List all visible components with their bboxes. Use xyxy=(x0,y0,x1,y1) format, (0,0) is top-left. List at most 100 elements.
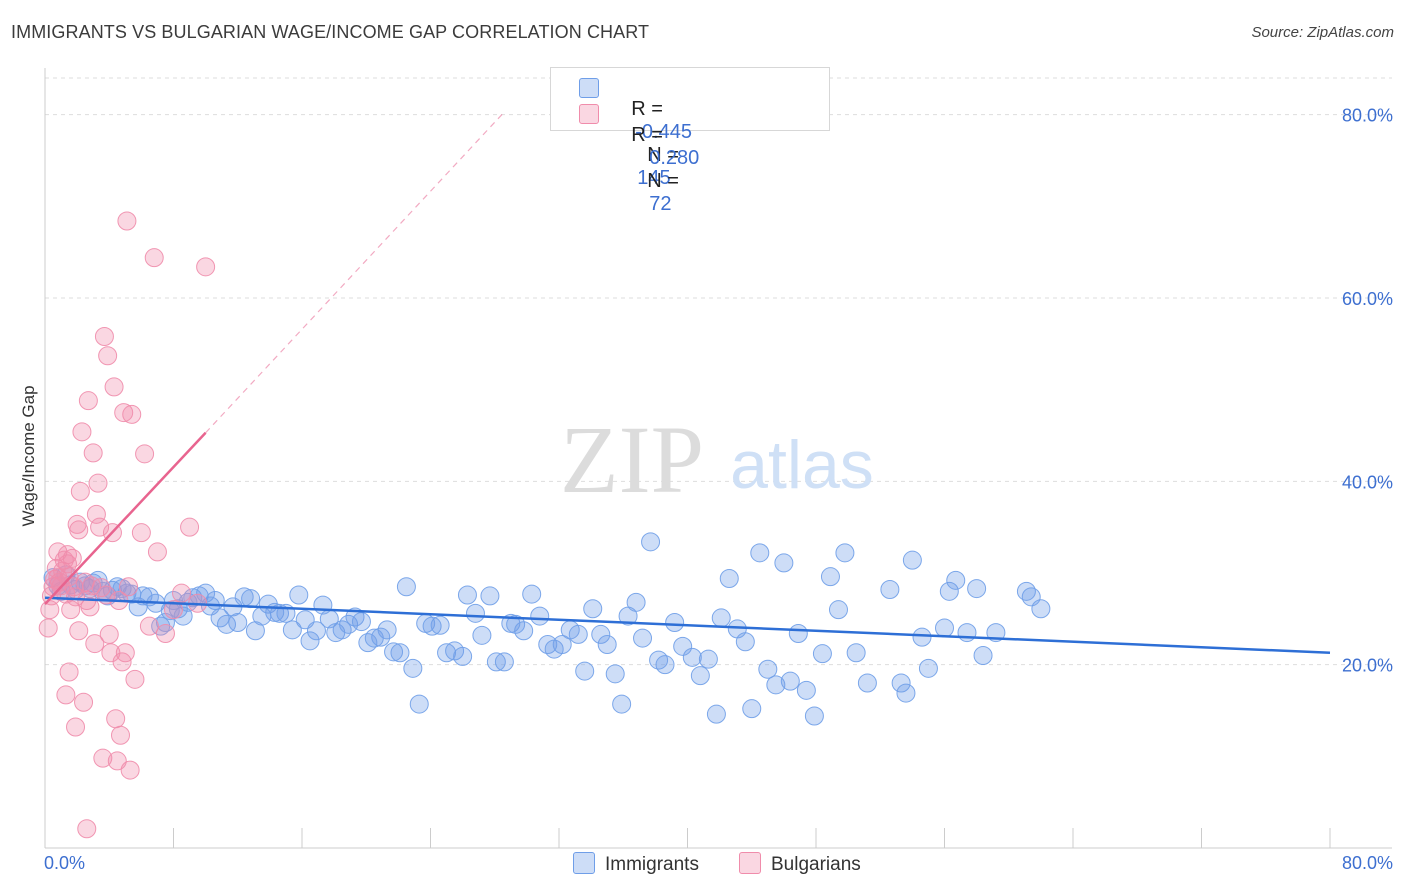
data-point xyxy=(228,613,248,632)
data-point xyxy=(94,327,114,346)
data-points xyxy=(38,211,1051,839)
data-point xyxy=(69,621,89,641)
data-point xyxy=(66,717,86,737)
y-tick-label: 40.0% xyxy=(1342,472,1393,492)
legend-swatch-bulgarians xyxy=(739,852,761,874)
data-point xyxy=(70,481,90,501)
data-point xyxy=(390,643,410,663)
data-point xyxy=(80,597,100,617)
data-point xyxy=(147,542,167,562)
data-point xyxy=(430,615,450,635)
data-point xyxy=(98,346,118,366)
data-point xyxy=(486,652,506,672)
y-axis-label: Wage/Income Gap xyxy=(19,385,38,526)
data-point xyxy=(788,624,808,643)
data-point xyxy=(282,620,302,640)
data-point xyxy=(655,655,675,675)
data-point xyxy=(957,623,977,643)
legend-n-label: N = xyxy=(647,170,679,192)
data-point xyxy=(706,704,726,724)
data-point xyxy=(172,583,192,603)
data-point xyxy=(61,600,81,620)
data-point xyxy=(119,577,139,597)
data-point xyxy=(605,664,625,684)
correlation-legend: R = -0.445 N = 145 R = 0.280 N = 72 xyxy=(550,67,830,215)
data-point xyxy=(371,627,391,647)
data-point xyxy=(711,608,731,628)
data-point xyxy=(973,646,993,665)
data-point xyxy=(682,647,702,667)
y-tick-label: 20.0% xyxy=(1342,656,1393,676)
series-bulgarians xyxy=(38,211,216,839)
data-point xyxy=(289,585,309,605)
data-point xyxy=(465,603,485,623)
data-point xyxy=(597,635,617,654)
data-point xyxy=(117,211,137,231)
data-point xyxy=(967,579,987,599)
data-point xyxy=(196,583,216,603)
data-point xyxy=(110,725,130,745)
data-point xyxy=(205,591,225,610)
data-point xyxy=(480,586,500,606)
data-point xyxy=(300,631,320,651)
data-point xyxy=(59,662,79,682)
data-point xyxy=(522,584,542,604)
data-point xyxy=(78,391,98,411)
data-point xyxy=(935,618,954,638)
data-point xyxy=(506,614,526,634)
data-point xyxy=(306,621,326,641)
data-point xyxy=(125,669,145,689)
data-point xyxy=(86,504,106,524)
data-point xyxy=(641,532,661,552)
data-point xyxy=(144,248,164,268)
data-point xyxy=(568,624,588,644)
legend-swatch-immigrants xyxy=(579,78,599,98)
data-point xyxy=(552,635,572,654)
legend-label-bulgarians: Bulgarians xyxy=(771,854,861,875)
data-point xyxy=(673,636,693,656)
data-point xyxy=(122,404,142,424)
chart-title: IMMIGRANTS VS BULGARIAN WAGE/INCOME GAP … xyxy=(11,22,650,42)
data-point xyxy=(56,685,76,705)
data-point xyxy=(403,658,423,678)
trend-lines xyxy=(44,111,1331,654)
data-point xyxy=(880,580,900,599)
data-point xyxy=(48,568,68,588)
legend-swatch-immigrants xyxy=(573,852,595,874)
data-point xyxy=(114,403,134,423)
data-point xyxy=(472,625,492,645)
data-point xyxy=(626,592,646,612)
data-point xyxy=(690,666,710,686)
data-point xyxy=(38,618,58,638)
data-point xyxy=(164,600,183,620)
data-point xyxy=(583,599,603,619)
data-point xyxy=(77,819,97,839)
data-point xyxy=(106,709,126,729)
legend-label-immigrants: Immigrants xyxy=(605,854,699,875)
data-point xyxy=(351,612,371,632)
data-point xyxy=(83,443,103,463)
data-point xyxy=(99,624,119,644)
data-point xyxy=(750,543,770,563)
data-point xyxy=(918,658,938,678)
data-point xyxy=(591,624,611,644)
x-tick-label: 0.0% xyxy=(44,853,85,873)
data-point xyxy=(57,545,77,565)
watermark-zip: ZIP xyxy=(560,406,704,513)
data-point xyxy=(812,644,832,664)
legend-r-label: R = xyxy=(631,98,663,120)
y-tick-label: 80.0% xyxy=(1342,106,1393,126)
data-point xyxy=(241,589,261,609)
legend-n-label: N = xyxy=(647,144,679,166)
data-point xyxy=(120,760,140,780)
data-point xyxy=(494,652,514,672)
data-point xyxy=(457,585,477,605)
data-point xyxy=(796,680,816,700)
legend-item-bulgarians: Bulgarians xyxy=(739,852,861,876)
data-point xyxy=(131,523,151,543)
data-point xyxy=(82,576,102,596)
data-point xyxy=(72,422,92,442)
x-tick-labels: 0.0% 80.0% xyxy=(44,853,1393,873)
data-point xyxy=(107,751,127,771)
